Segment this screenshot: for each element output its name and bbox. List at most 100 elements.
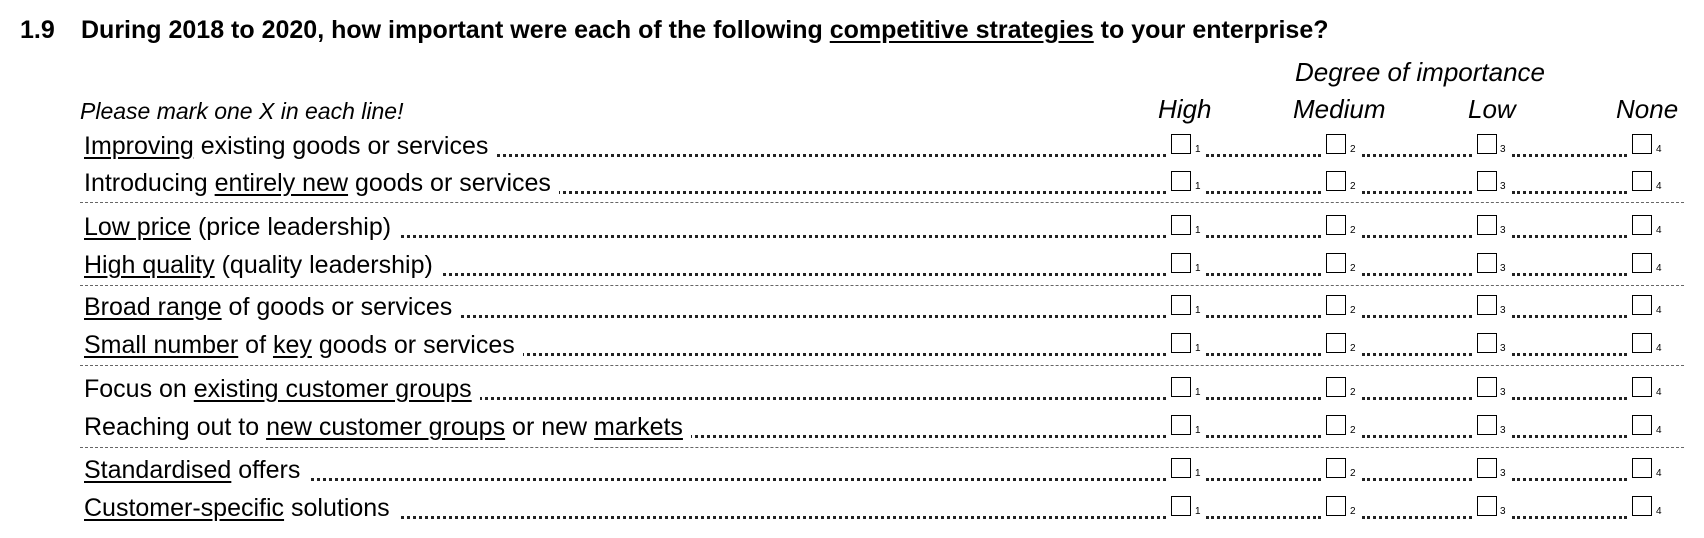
column-header-medium: Medium bbox=[1293, 94, 1386, 124]
label-segment: goods or services bbox=[348, 169, 551, 197]
checkbox-code: 2 bbox=[1350, 225, 1356, 236]
strategy-item-label: Improving existing goods or services bbox=[84, 131, 497, 161]
strategy-item-row: Focus on existing customer groups 1 2 3 4 bbox=[84, 374, 1684, 406]
checkbox-high[interactable] bbox=[1171, 253, 1191, 273]
dotted-leader bbox=[1512, 397, 1627, 400]
strategy-item-label: Reaching out to new customer groups or n… bbox=[84, 412, 691, 442]
checkbox-code: 3 bbox=[1500, 305, 1506, 316]
checkbox-code: 1 bbox=[1195, 343, 1201, 354]
dotted-leader bbox=[1362, 191, 1472, 194]
checkbox-high[interactable] bbox=[1171, 377, 1191, 397]
checkbox-high[interactable] bbox=[1171, 496, 1191, 516]
dotted-leader bbox=[1362, 154, 1472, 157]
checkbox-high[interactable] bbox=[1171, 415, 1191, 435]
strategy-item-row: Broad range of goods or services 1 2 3 4 bbox=[84, 292, 1684, 324]
checkbox-code: 3 bbox=[1500, 468, 1506, 479]
group-divider bbox=[80, 202, 1684, 203]
label-segment: (price leadership) bbox=[191, 213, 392, 241]
checkbox-code: 4 bbox=[1656, 305, 1662, 316]
checkbox-code: 1 bbox=[1195, 305, 1201, 316]
checkbox-code: 1 bbox=[1195, 387, 1201, 398]
question-number: 1.9 bbox=[20, 16, 55, 44]
checkbox-medium[interactable] bbox=[1326, 215, 1346, 235]
checkbox-code: 3 bbox=[1500, 425, 1506, 436]
checkbox-none[interactable] bbox=[1632, 415, 1652, 435]
dotted-leader bbox=[1206, 315, 1321, 318]
checkbox-none[interactable] bbox=[1632, 295, 1652, 315]
strategy-item-label: Introducing entirely new goods or servic… bbox=[84, 168, 559, 198]
dotted-leader bbox=[84, 154, 1166, 157]
checkbox-low[interactable] bbox=[1477, 253, 1497, 273]
dotted-leader bbox=[1512, 435, 1627, 438]
group-divider bbox=[80, 447, 1684, 448]
checkbox-low[interactable] bbox=[1477, 171, 1497, 191]
question-text-part-2: to your enterprise? bbox=[1093, 16, 1329, 44]
checkbox-code: 2 bbox=[1350, 144, 1356, 155]
checkbox-medium[interactable] bbox=[1326, 496, 1346, 516]
checkbox-medium[interactable] bbox=[1326, 295, 1346, 315]
checkbox-medium[interactable] bbox=[1326, 377, 1346, 397]
checkbox-low[interactable] bbox=[1477, 295, 1497, 315]
checkbox-code: 4 bbox=[1656, 181, 1662, 192]
dotted-leader bbox=[1512, 154, 1627, 157]
label-segment-underlined: existing customer groups bbox=[193, 375, 472, 403]
checkbox-none[interactable] bbox=[1632, 496, 1652, 516]
checkbox-none[interactable] bbox=[1632, 215, 1652, 235]
checkbox-code: 3 bbox=[1500, 263, 1506, 274]
dotted-leader bbox=[84, 353, 1166, 356]
checkbox-low[interactable] bbox=[1477, 458, 1497, 478]
checkbox-none[interactable] bbox=[1632, 333, 1652, 353]
checkbox-none[interactable] bbox=[1632, 253, 1652, 273]
checkbox-code: 3 bbox=[1500, 144, 1506, 155]
checkbox-code: 2 bbox=[1350, 425, 1356, 436]
label-segment-underlined: Improving bbox=[84, 132, 194, 160]
dotted-leader bbox=[1362, 397, 1472, 400]
label-segment: solutions bbox=[284, 494, 390, 522]
dotted-leader bbox=[1206, 516, 1321, 519]
checkbox-high[interactable] bbox=[1171, 333, 1191, 353]
question-text-underlined: competitive strategies bbox=[829, 16, 1094, 44]
dotted-leader bbox=[1206, 154, 1321, 157]
checkbox-low[interactable] bbox=[1477, 333, 1497, 353]
dotted-leader bbox=[1512, 191, 1627, 194]
checkbox-medium[interactable] bbox=[1326, 333, 1346, 353]
checkbox-high[interactable] bbox=[1171, 215, 1191, 235]
checkbox-low[interactable] bbox=[1477, 496, 1497, 516]
strategy-item-label: Standardised offers bbox=[84, 455, 309, 485]
checkbox-code: 1 bbox=[1195, 506, 1201, 517]
question-text-part-1: During 2018 to 2020, how important were … bbox=[81, 16, 830, 44]
strategy-item-label: Focus on existing customer groups bbox=[84, 374, 480, 404]
checkbox-low[interactable] bbox=[1477, 134, 1497, 154]
checkbox-none[interactable] bbox=[1632, 134, 1652, 154]
column-header-none: None bbox=[1616, 94, 1679, 124]
checkbox-low[interactable] bbox=[1477, 415, 1497, 435]
checkbox-high[interactable] bbox=[1171, 458, 1191, 478]
checkbox-low[interactable] bbox=[1477, 215, 1497, 235]
checkbox-medium[interactable] bbox=[1326, 415, 1346, 435]
checkbox-none[interactable] bbox=[1632, 458, 1652, 478]
checkbox-none[interactable] bbox=[1632, 171, 1652, 191]
dotted-leader bbox=[1512, 315, 1627, 318]
checkbox-code: 1 bbox=[1195, 263, 1201, 274]
dotted-leader bbox=[84, 273, 1166, 276]
checkbox-medium[interactable] bbox=[1326, 134, 1346, 154]
strategy-item-row: Introducing entirely new goods or servic… bbox=[84, 168, 1684, 200]
checkbox-medium[interactable] bbox=[1326, 171, 1346, 191]
checkbox-code: 3 bbox=[1500, 225, 1506, 236]
dotted-leader bbox=[1206, 435, 1321, 438]
label-segment: goods or services bbox=[311, 331, 515, 359]
checkbox-high[interactable] bbox=[1171, 295, 1191, 315]
checkbox-medium[interactable] bbox=[1326, 253, 1346, 273]
scale-title: Degree of importance bbox=[1295, 57, 1546, 87]
checkbox-high[interactable] bbox=[1171, 171, 1191, 191]
group-divider bbox=[80, 365, 1684, 366]
checkbox-high[interactable] bbox=[1171, 134, 1191, 154]
checkbox-code: 1 bbox=[1195, 468, 1201, 479]
checkbox-code: 2 bbox=[1350, 506, 1356, 517]
checkbox-none[interactable] bbox=[1632, 377, 1652, 397]
checkbox-medium[interactable] bbox=[1326, 458, 1346, 478]
dotted-leader bbox=[1512, 516, 1627, 519]
checkbox-low[interactable] bbox=[1477, 377, 1497, 397]
dotted-leader bbox=[1362, 235, 1472, 238]
checkbox-code: 1 bbox=[1195, 225, 1201, 236]
